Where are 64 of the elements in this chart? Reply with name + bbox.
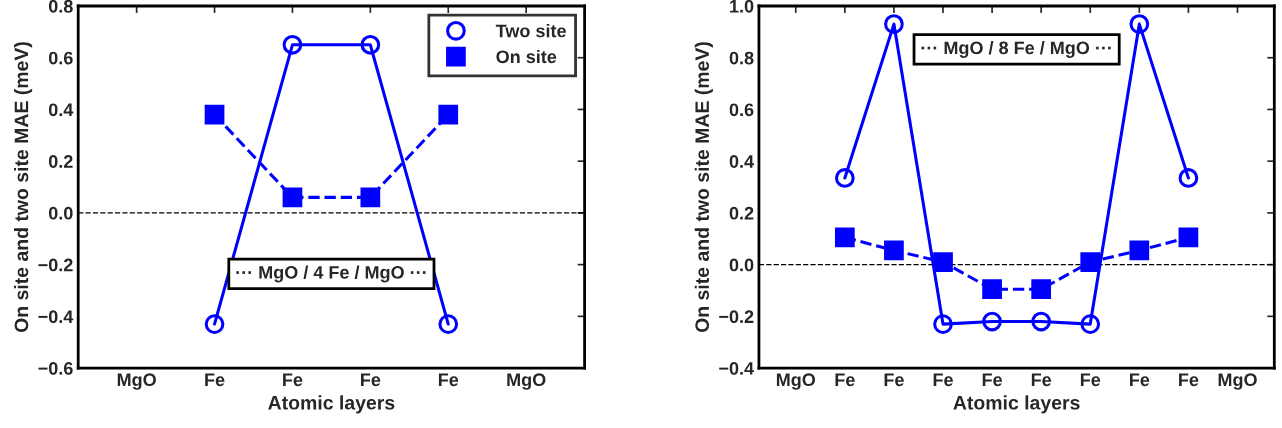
y-tick-label: −0.2	[719, 310, 754, 324]
x-tick-label: Fe	[283, 373, 303, 387]
annotation: ··· MgO / 8 Fe / MgO ···	[921, 40, 1111, 58]
x-tick-label: Fe	[933, 373, 953, 387]
point	[282, 34, 303, 55]
y-tick-label: −0.4	[38, 310, 74, 324]
x-tick-label: Fe	[1080, 373, 1101, 387]
legend-label: Two site	[495, 24, 566, 38]
point	[1178, 227, 1199, 248]
y-tick-label: 0.4	[729, 155, 754, 168]
point	[982, 279, 1002, 300]
point	[933, 314, 953, 334]
y-tick-label: 1.0	[730, 0, 754, 13]
x-tick-label: MgO	[1218, 373, 1257, 390]
y-tick-label: 0.6	[48, 51, 73, 65]
y-tick-label: 0.8	[729, 51, 754, 65]
point	[1080, 252, 1101, 272]
point	[1031, 311, 1052, 332]
point	[834, 168, 855, 188]
y-tick-label: 0.8	[48, 0, 73, 13]
y-axis-title: On site and two site MAE (meV)	[14, 42, 33, 333]
x-tick-label: MgO	[776, 373, 816, 390]
x-axis-title: Atomic layers	[953, 395, 1080, 414]
x-tick-label: Fe	[438, 373, 459, 387]
x-tick-label: Fe	[205, 373, 225, 387]
x-tick-label: Fe	[835, 373, 855, 387]
annotation: ··· MgO / 4 Fe / MgO ···	[236, 265, 426, 283]
legend-label: On site	[496, 49, 557, 64]
x-tick-label: Fe	[1130, 373, 1150, 387]
y-tick-label: 0.2	[729, 206, 754, 220]
point	[438, 104, 459, 125]
point	[204, 104, 225, 125]
point	[884, 14, 904, 34]
x-tick-label: Fe	[361, 373, 381, 387]
point	[282, 187, 303, 208]
point	[204, 314, 225, 334]
x-axis-title: Atomic layers	[268, 395, 395, 414]
y-tick-label: 0.2	[48, 155, 73, 168]
x-tick-label: Fe	[982, 373, 1003, 387]
point	[1178, 168, 1199, 188]
y-tick-label: −0.2	[38, 258, 73, 272]
x-tick-label: Fe	[1179, 373, 1199, 387]
point	[1031, 279, 1052, 300]
y-tick-label: −0.6	[38, 362, 73, 375]
y-axis-title: On site and two site MAE (meV)	[694, 42, 713, 333]
point	[1129, 14, 1150, 34]
point	[1080, 314, 1101, 334]
y-tick-label: 0.0	[729, 258, 754, 272]
x-tick-label: MgO	[117, 373, 156, 390]
point	[360, 187, 381, 208]
x-tick-label: Fe	[1031, 373, 1052, 387]
point	[438, 314, 459, 334]
x-tick-label: MgO	[507, 373, 546, 390]
y-tick-label: 0.0	[48, 206, 73, 220]
point	[834, 227, 855, 248]
y-tick-label: −0.4	[719, 362, 754, 375]
point	[884, 240, 904, 261]
x-tick-label: Fe	[884, 373, 904, 387]
point	[1129, 240, 1150, 261]
y-tick-label: 0.6	[729, 103, 754, 117]
point	[360, 34, 381, 55]
point	[982, 311, 1002, 332]
y-tick-label: 0.4	[48, 103, 74, 117]
point	[933, 252, 953, 272]
